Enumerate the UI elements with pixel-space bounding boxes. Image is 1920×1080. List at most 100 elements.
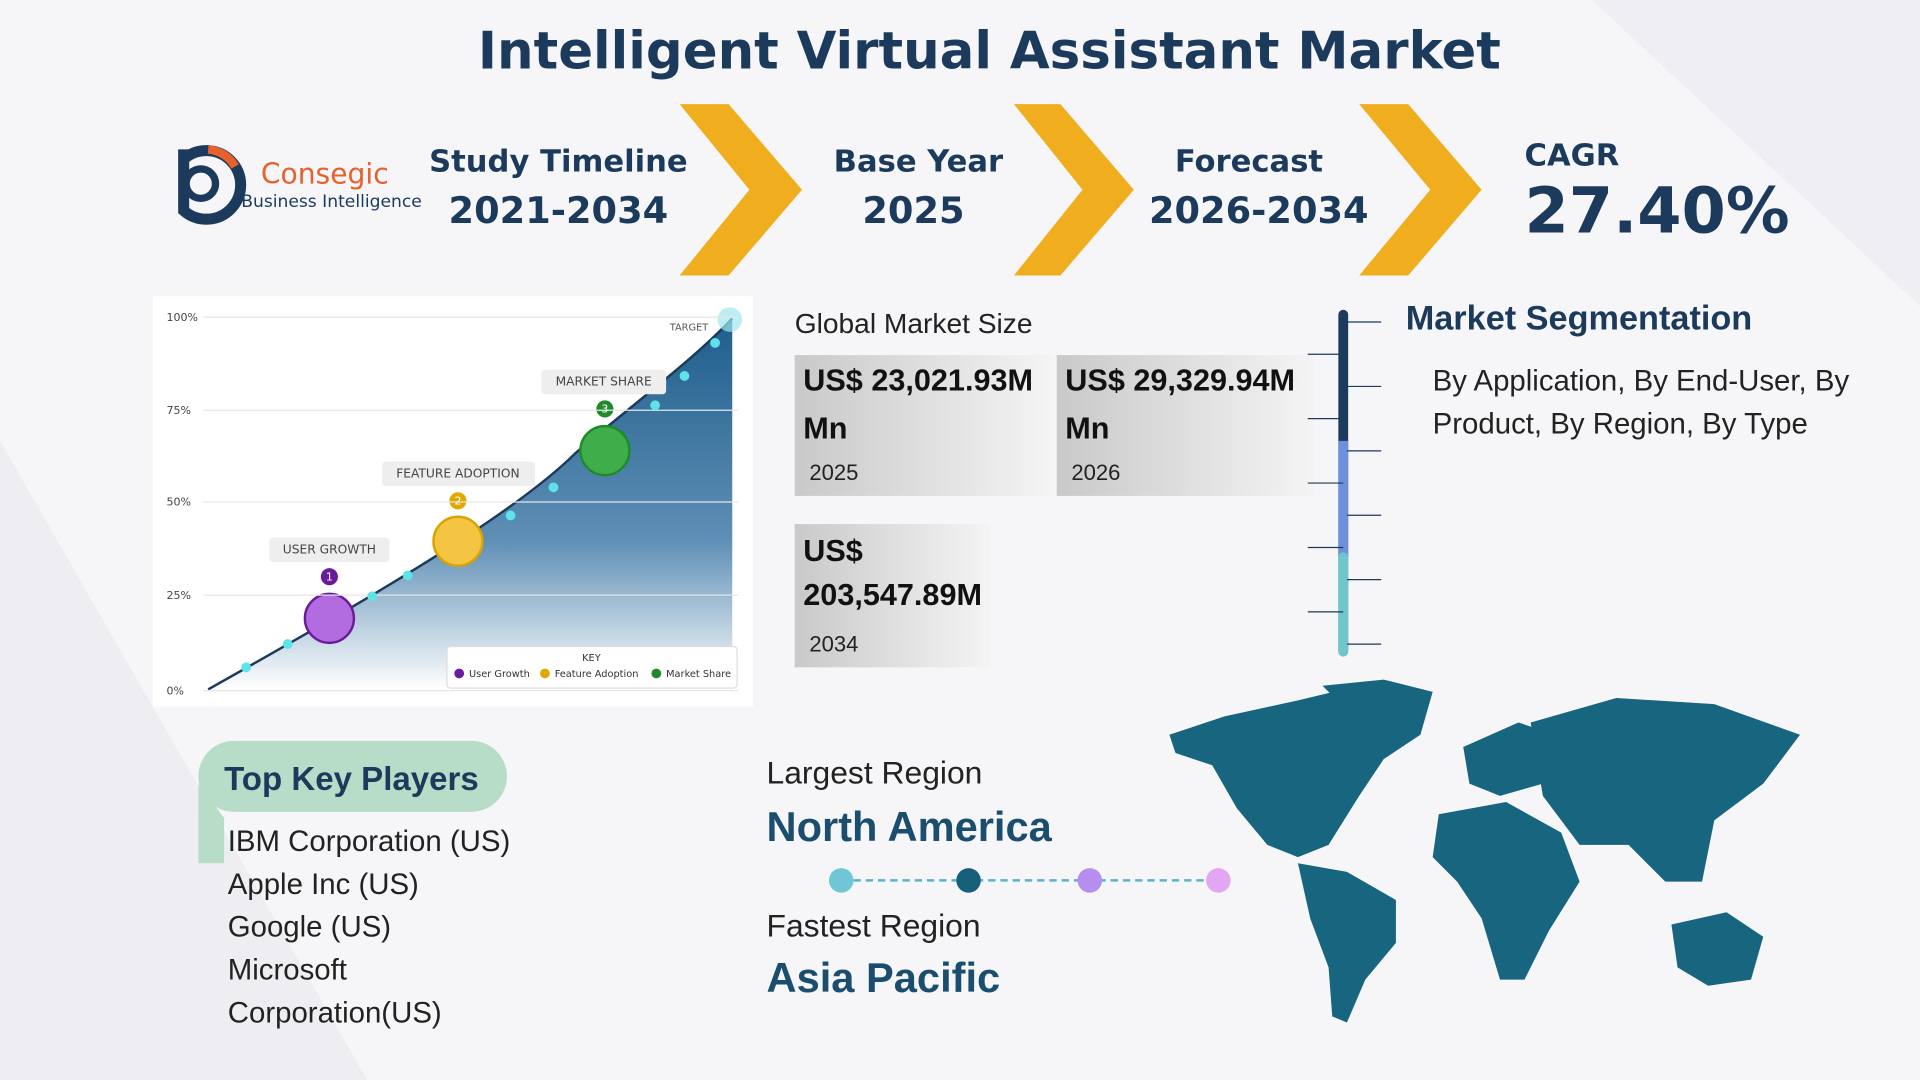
europe: [1463, 722, 1556, 796]
timeline-label: Study Timeline: [429, 144, 688, 179]
illustration-tick: 100%: [167, 311, 199, 324]
players-list: IBM Corporation (US) Apple Inc (US) Google…: [228, 820, 534, 1034]
size-value: US$ 23,021.93M Mn: [803, 363, 1034, 446]
segmentation-body: By Application, By End-User, By Product,…: [1432, 364, 1850, 441]
key-title: KEY: [582, 653, 601, 664]
size-value: US$ 203,547.89M Mn: [803, 533, 982, 627]
chevron: [1359, 104, 1482, 276]
target-label: TARGET: [669, 323, 708, 334]
south-america: [1297, 863, 1396, 1023]
milestone-badge: [596, 400, 614, 418]
milestone-number: 3: [601, 403, 608, 416]
region-value: Asia Pacific: [767, 954, 1001, 1001]
timeline-label: Base Year: [834, 144, 1004, 179]
milestone-tag: [269, 537, 390, 563]
region-label: Fastest Region: [767, 908, 981, 944]
key-swatch: [651, 668, 662, 679]
player: Google (US): [227, 911, 392, 945]
timeline-value: 2025: [862, 189, 964, 232]
cagr-label: CAGR: [1524, 138, 1619, 173]
region-dot: [1077, 868, 1103, 893]
curve-dot: [679, 371, 690, 381]
world-map: [1169, 679, 1800, 1023]
market-size-title: Global Market Size: [795, 308, 1033, 339]
logo-tagline: Business Intelligence: [241, 192, 422, 212]
north-america: [1169, 685, 1433, 858]
region-value: North America: [767, 803, 1053, 850]
logo-name: Consegic: [261, 158, 389, 191]
milestone-label: USER GROWTH: [283, 542, 376, 556]
vertical-timeline: [1307, 309, 1382, 657]
australia: [1671, 912, 1764, 986]
region-dot: [828, 868, 854, 893]
logo: Consegic Business Intelligence: [178, 145, 422, 225]
illustration-tick: 25%: [167, 589, 191, 602]
size-value: US$ 29,329.94M Mn: [1065, 363, 1296, 446]
milestone-marker: [579, 424, 631, 477]
size-year: 2025: [809, 460, 858, 485]
milestone-label: FEATURE ADOPTION: [396, 467, 519, 481]
milestone-number: 1: [326, 570, 333, 583]
milestone-badge: [449, 492, 467, 510]
key-item: Feature Adoption: [555, 669, 639, 680]
players-body: IBM Corporation (US) Apple Inc (US) Google…: [228, 820, 534, 1034]
illustration-tick: 0%: [167, 684, 184, 697]
timeline-label: Forecast: [1175, 144, 1323, 179]
segmentation-text: By Application, By End-User, By Product,…: [1432, 364, 1850, 441]
milestone-badge: [320, 568, 338, 586]
curve-dot: [367, 591, 378, 602]
target-glow: [717, 307, 743, 332]
curve-dot: [710, 337, 720, 348]
decor: [0, 440, 368, 1080]
curve-dot: [548, 482, 559, 493]
player: Microsoft Corporation(US): [227, 953, 442, 1030]
illustration: 100% 75% 50% 25% 0% TARGET 1 USER GROWTH 2 FEATUR…: [153, 296, 754, 707]
pill-tab: [198, 783, 225, 864]
milestone-tag: [541, 369, 667, 395]
milestone-label: MARKET SHARE: [556, 375, 652, 389]
chevron: [1013, 104, 1134, 276]
timeline-value: 2021-2034: [449, 189, 669, 232]
logo-mark: [207, 145, 239, 169]
growth-area: [208, 318, 733, 690]
milestone-marker: [432, 515, 484, 567]
logo-mark: [178, 145, 247, 225]
player: Apple Inc (US): [227, 868, 419, 902]
timeline-value: 2026-2034: [1149, 189, 1369, 232]
size-card: [794, 524, 991, 668]
players-title: Top Key Players: [224, 761, 479, 798]
region-label: Largest Region: [767, 755, 983, 791]
curve-dot: [402, 570, 413, 581]
asia: [1530, 697, 1800, 882]
title: Intelligent Virtual Assistant Market: [478, 22, 1501, 82]
key-box: [446, 645, 738, 689]
illustration-tick: 50%: [167, 496, 191, 509]
curve-dot: [282, 639, 293, 649]
curve-dot: [650, 400, 660, 411]
curve-dot: [241, 662, 252, 673]
size-card: [1056, 355, 1314, 496]
chevron: [679, 104, 803, 276]
illustration-tick: 75%: [167, 404, 191, 417]
key-item: Market Share: [666, 669, 731, 680]
region-dot: [1206, 868, 1231, 893]
milestone-marker: [303, 592, 356, 645]
curve-dot: [505, 510, 516, 521]
size-card-body: US$ 203,547.89M Mn: [803, 533, 982, 627]
africa: [1432, 802, 1580, 980]
cagr-value: 27.40%: [1524, 175, 1789, 249]
key-swatch: [540, 668, 550, 679]
segmentation-title: Market Segmentation: [1406, 299, 1753, 337]
size-year: 2026: [1071, 460, 1120, 485]
region-dot: [956, 868, 981, 893]
milestone-tag: [382, 461, 536, 487]
player: IBM Corporation (US): [227, 825, 511, 859]
key-swatch: [454, 668, 465, 679]
size-card: [794, 355, 1052, 496]
key-item: User Growth: [469, 669, 530, 680]
size-card-body: US$ 23,021.93M Mn: [803, 363, 1034, 446]
greenland: [1322, 679, 1433, 729]
players-pill: [198, 740, 507, 812]
size-year: 2034: [809, 631, 858, 656]
